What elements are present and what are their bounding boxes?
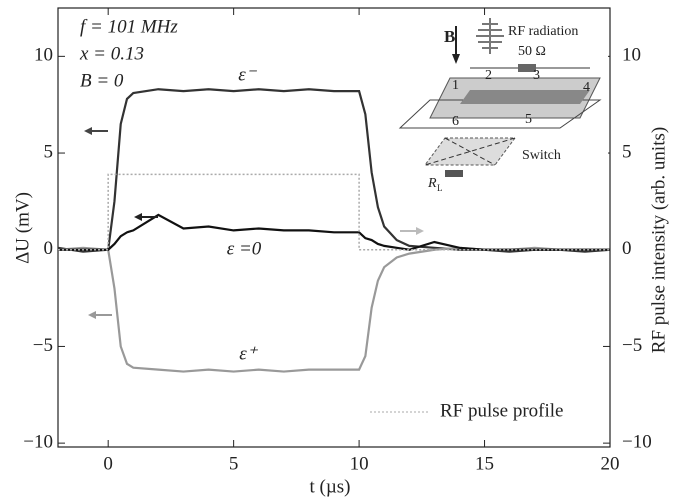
legend-label: RF pulse profile	[440, 400, 564, 421]
series-label: ε⁺	[239, 343, 258, 364]
inset-label: 4	[583, 80, 590, 95]
inset-label: 1	[452, 78, 459, 93]
y2-tick-label: −5	[622, 335, 642, 356]
inset-label: B	[444, 27, 455, 46]
y2-tick-label: 5	[622, 141, 632, 162]
annotation: B = 0	[80, 70, 124, 91]
y-axis-label: ΔU (mV)	[12, 192, 33, 264]
x-tick-label: 0	[103, 453, 113, 474]
y2-axis-label: RF pulse intensity (arb. units)	[648, 127, 669, 353]
inset-label: 3	[533, 68, 540, 83]
annotation: x = 0.13	[79, 43, 144, 64]
x-tick-label: 10	[350, 453, 369, 474]
y-tick-label: 10	[34, 45, 53, 66]
inset-label: 50 Ω	[518, 44, 546, 59]
x-tick-label: 5	[229, 453, 239, 474]
y2-tick-label: 10	[622, 45, 641, 66]
y2-tick-label: −10	[622, 431, 652, 452]
inset-diagram: B RF radiation 50 Ω 1 2 3 4 5 6 Switch R L	[398, 18, 608, 200]
x-tick-label: 20	[601, 453, 620, 474]
y-tick-label: −5	[33, 335, 53, 356]
series-line	[58, 173, 610, 251]
x-tick-label: 15	[475, 453, 494, 474]
inset-label: 5	[525, 112, 532, 127]
series-label: ε⁻	[238, 64, 257, 85]
series-label: ε =0	[227, 238, 262, 259]
inset-label: Switch	[522, 148, 561, 163]
series-line	[57, 246, 610, 373]
axis-arrows	[84, 127, 424, 319]
plot-frame	[57, 7, 611, 448]
annotation: f = 101 MHz	[80, 16, 178, 37]
legend	[362, 396, 606, 430]
x-axis-label: t (µs)	[309, 476, 350, 497]
inset-label: L	[437, 183, 443, 193]
y-tick-label: 0	[44, 238, 54, 259]
y-tick-label: 5	[44, 141, 54, 162]
inset-label: 2	[485, 68, 492, 83]
inset-label: RF radiation	[508, 24, 578, 39]
inset-label: 6	[452, 114, 459, 129]
inset-label: R	[427, 176, 437, 191]
y-tick-label: −10	[23, 431, 53, 452]
y2-tick-label: 0	[622, 238, 632, 259]
